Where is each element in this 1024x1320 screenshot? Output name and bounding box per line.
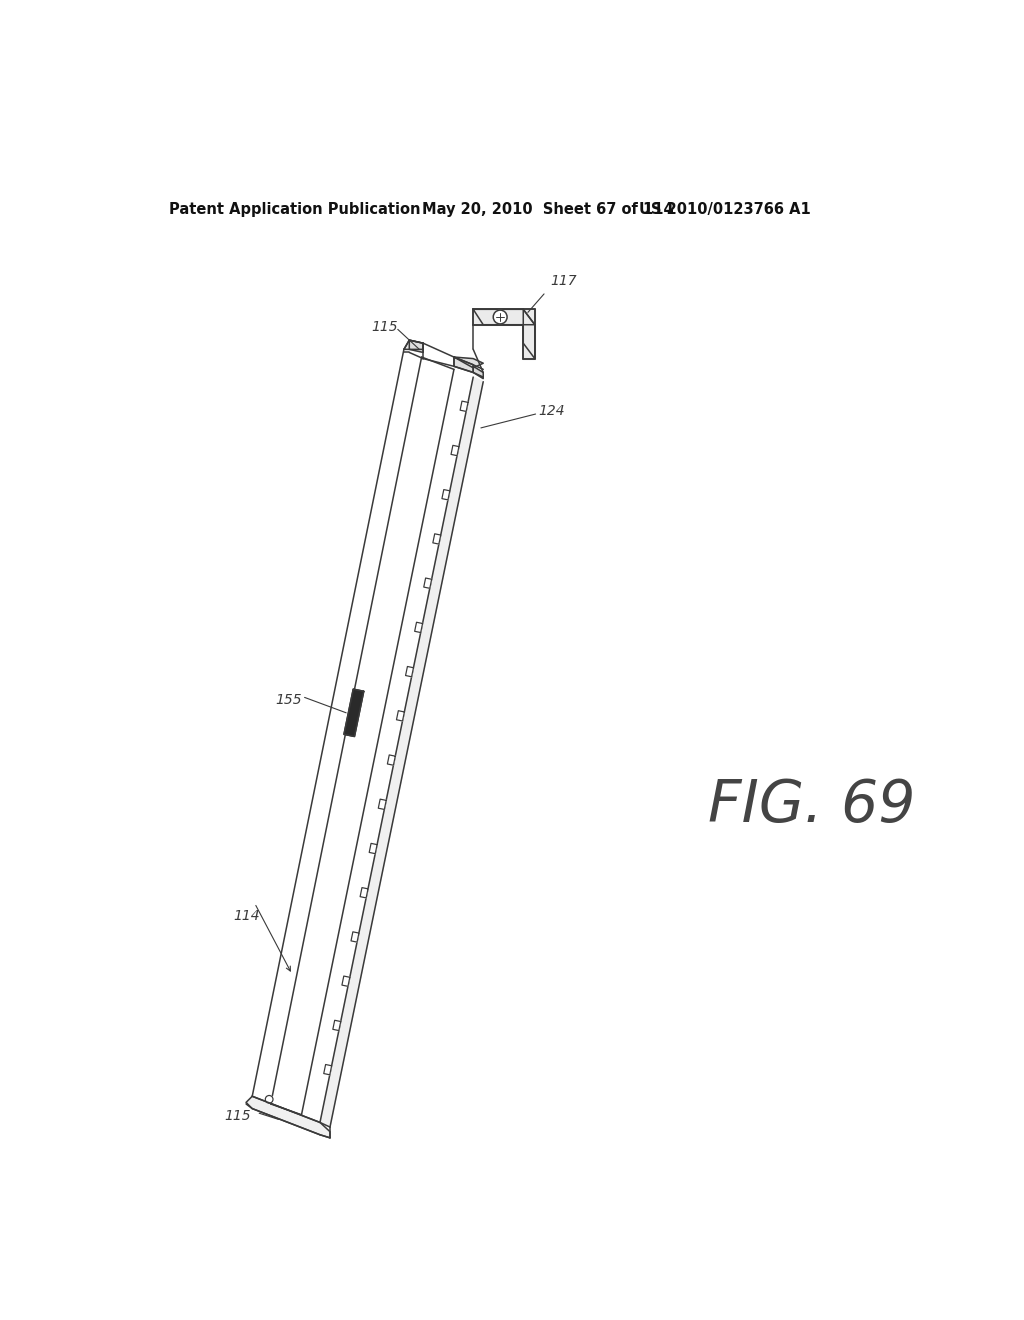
Circle shape [494,310,507,323]
Polygon shape [460,401,468,412]
Text: FIG. 69: FIG. 69 [708,776,915,834]
Text: 117: 117 [550,273,577,288]
Polygon shape [246,1096,330,1138]
Text: May 20, 2010  Sheet 67 of 114: May 20, 2010 Sheet 67 of 114 [422,202,673,216]
Text: 115: 115 [225,1109,252,1122]
Text: 155: 155 [275,693,302,706]
Polygon shape [523,309,535,359]
Polygon shape [319,378,483,1127]
Polygon shape [424,578,432,589]
Polygon shape [403,341,423,350]
Text: US 2010/0123766 A1: US 2010/0123766 A1 [639,202,811,216]
Polygon shape [473,309,535,325]
Text: 115: 115 [371,319,397,334]
Polygon shape [351,932,358,942]
Polygon shape [433,533,440,544]
Polygon shape [442,490,450,500]
Polygon shape [454,358,483,368]
Polygon shape [415,622,423,632]
Polygon shape [451,445,459,455]
Polygon shape [360,887,368,898]
Polygon shape [370,843,377,854]
Text: 114: 114 [233,909,260,923]
Text: Patent Application Publication: Patent Application Publication [169,202,421,216]
Polygon shape [410,341,423,352]
Polygon shape [396,710,404,721]
Polygon shape [342,975,350,986]
Polygon shape [324,1064,332,1074]
Circle shape [265,1096,273,1104]
Polygon shape [406,667,414,677]
Polygon shape [473,367,483,379]
Text: 124: 124 [539,404,565,418]
Polygon shape [252,350,473,1122]
Polygon shape [378,799,386,809]
Polygon shape [473,309,535,359]
Polygon shape [344,689,364,737]
Polygon shape [387,755,395,766]
Polygon shape [454,358,473,372]
Polygon shape [333,1020,341,1031]
